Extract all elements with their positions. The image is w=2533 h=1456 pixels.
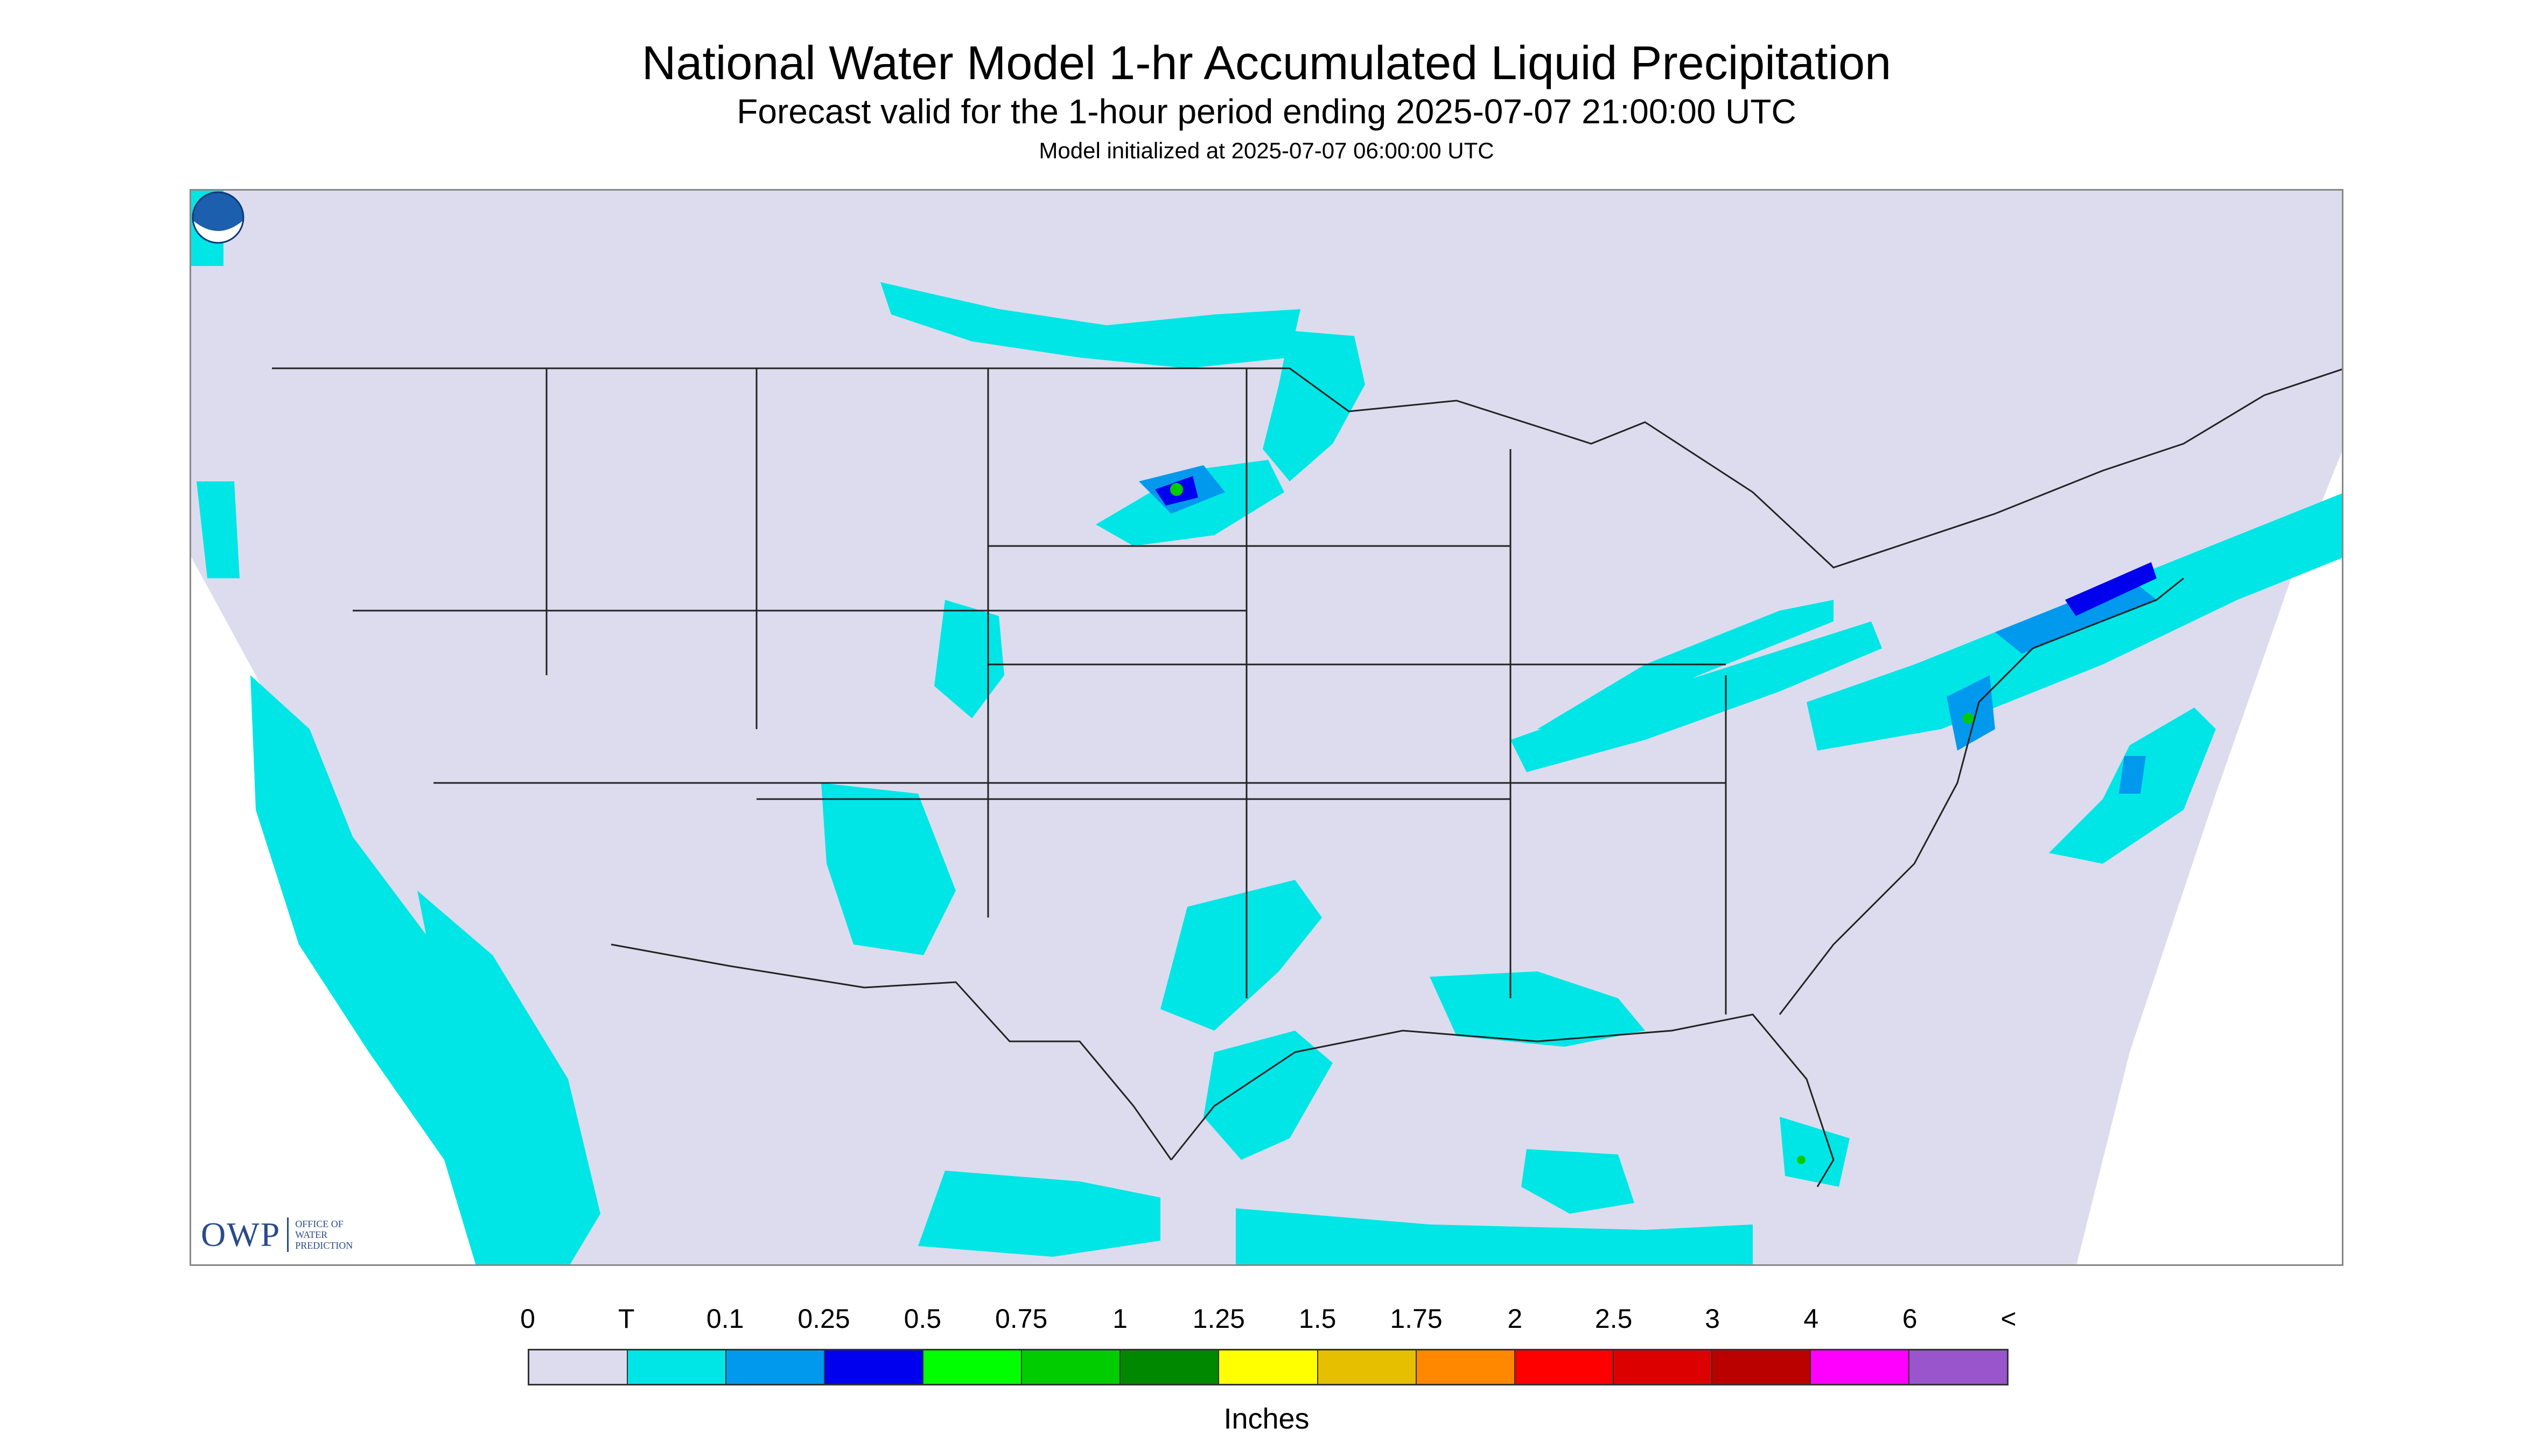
legend-swatch	[1318, 1350, 1417, 1384]
precip-area-florida	[1780, 1117, 1850, 1187]
precip-area-west-coast	[250, 675, 514, 1264]
map-title: National Water Model 1-hr Accumulated Li…	[641, 36, 1892, 89]
legend-swatch	[1810, 1350, 1909, 1384]
owp-logo-letters: OWP	[201, 1215, 281, 1254]
legend-colorbar	[528, 1349, 2009, 1385]
legend-tick-label: 1.25	[1192, 1304, 1245, 1334]
precip-area-southeast-gulf-coast	[1430, 971, 1645, 1047]
precip-heavy-cell-mid-atlantic	[1963, 713, 1974, 724]
model-init-note: Model initialized at 2025-07-07 06:00:00…	[1039, 138, 1494, 163]
legend-tick-label: 6	[1902, 1304, 1918, 1334]
precip-area-new-mexico	[821, 783, 956, 955]
precip-area-caribbean	[1521, 1149, 1634, 1214]
owp-logo-divider	[287, 1217, 289, 1252]
legend-swatch	[529, 1350, 628, 1384]
owp-logo-name: OFFICE OF WATER PREDICTION	[295, 1219, 353, 1251]
legend-swatch	[1219, 1350, 1318, 1384]
legend-tick-label: 0.5	[904, 1304, 942, 1334]
legend-tick-label: 0.25	[797, 1304, 850, 1334]
legend-tick-label: 4	[1803, 1304, 1819, 1334]
precip-area-ohio-valley	[1510, 621, 1882, 772]
legend-tick-label: 3	[1705, 1304, 1720, 1334]
precip-area-oregon	[197, 481, 240, 578]
precip-area-colorado	[934, 600, 1004, 718]
legend-swatch	[628, 1350, 727, 1384]
atlantic-coast	[1779, 577, 2184, 1015]
precip-area-mexico-pacific	[417, 891, 600, 1264]
precip-moderate-northeast	[2065, 562, 2157, 616]
legend-tick-label: <	[2000, 1304, 2017, 1334]
precip-light-atlantic	[2119, 756, 2146, 794]
us-mexico-border	[611, 943, 1172, 1160]
precip-light-areas	[1139, 465, 2157, 794]
legend-tick-label: 1.5	[1298, 1304, 1337, 1334]
legend-tick-label: 0.75	[995, 1304, 1048, 1334]
legend-tick-label: 2	[1507, 1304, 1523, 1334]
legend-tick-label: 2.5	[1594, 1304, 1633, 1334]
legend-swatch	[726, 1350, 825, 1384]
legend-swatch	[1022, 1350, 1121, 1384]
map-canvas	[191, 191, 2342, 1264]
precip-area-north-plains	[880, 282, 1300, 368]
legend-swatch	[1121, 1350, 1220, 1384]
precip-heavy-cell-florida	[1797, 1156, 1806, 1164]
precip-area-gulf-of-mexico	[1236, 1208, 1753, 1264]
political-boundaries	[272, 367, 2342, 1187]
legend-units: Inches	[1223, 1403, 1310, 1435]
precip-trace-areas	[191, 191, 2342, 1264]
legend-swatch	[923, 1350, 1023, 1384]
precipitation-map: OWP OFFICE OF WATER PREDICTION	[190, 189, 2343, 1266]
noaa-logo-icon	[192, 191, 244, 244]
legend-swatch	[1515, 1350, 1614, 1384]
precip-area-mexico-south	[918, 1171, 1160, 1257]
legend-swatch	[1613, 1350, 1712, 1384]
legend-swatch	[1909, 1350, 2007, 1384]
legend-tick-label: 1.75	[1390, 1304, 1443, 1334]
outside-domain-right	[2076, 452, 2342, 1264]
precip-heavy-cell-south-dakota	[1170, 483, 1183, 496]
canada-us-border	[272, 367, 2342, 569]
precip-heavy-areas	[1170, 483, 1974, 1164]
legend-swatch	[825, 1350, 924, 1384]
legend-tick-label: 0.1	[706, 1304, 744, 1334]
legend-swatch	[1712, 1350, 1811, 1384]
legend-swatch	[1416, 1350, 1515, 1384]
owp-logo: OWP OFFICE OF WATER PREDICTION	[201, 1215, 365, 1255]
precip-light-mid-atlantic	[1947, 675, 1995, 751]
legend-tick-label: T	[618, 1304, 635, 1334]
precip-area-texas	[1160, 880, 1322, 1031]
gulf-coast	[1170, 1013, 1835, 1187]
precip-area-texas-coast	[1203, 1031, 1333, 1160]
forecast-valid-subtitle: Forecast valid for the 1-hour period end…	[737, 92, 1796, 131]
legend-tick-label: 0	[520, 1304, 535, 1334]
legend-tick-labels: 0 T 0.1 0.25 0.5 0.75 1 1.25 1.5 1.75 2 2.5 3 4 6 <	[0, 1303, 2533, 1335]
legend-tick-label: 1	[1112, 1304, 1128, 1334]
